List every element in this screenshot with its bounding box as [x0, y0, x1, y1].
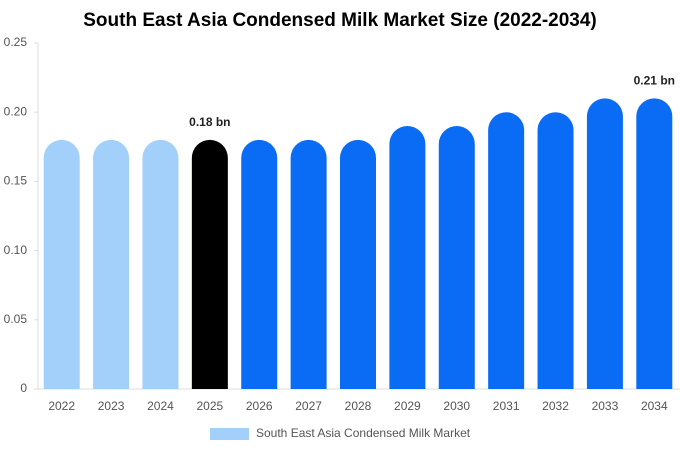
x-tick-label: 2033 — [592, 399, 619, 413]
x-tick-label: 2031 — [493, 399, 520, 413]
bar — [636, 98, 673, 390]
legend-swatch — [210, 428, 249, 440]
bar — [488, 112, 525, 389]
bar — [142, 139, 179, 389]
chart-title: South East Asia Condensed Milk Market Si… — [83, 10, 597, 31]
x-tick-label: 2028 — [345, 399, 372, 413]
y-tick-label: 0.05 — [4, 312, 28, 326]
x-tick-label: 2022 — [48, 399, 75, 413]
bar — [340, 139, 376, 389]
value-label: 0.18 bn — [189, 115, 230, 129]
y-tick-label: 0.20 — [4, 104, 28, 118]
bar — [438, 126, 475, 390]
bar — [389, 126, 426, 390]
x-tick-label: 2034 — [641, 399, 668, 413]
value-label: 0.21 bn — [634, 74, 675, 88]
y-tick-label: 0.25 — [4, 35, 28, 49]
y-tick-label: 0 — [20, 381, 27, 395]
bar — [241, 139, 278, 389]
bar — [93, 139, 130, 389]
bar — [191, 139, 228, 389]
bar — [43, 139, 80, 389]
bar — [290, 139, 327, 389]
y-tick-label: 0.10 — [4, 243, 28, 257]
x-tick-label: 2025 — [196, 399, 223, 413]
legend-label: South East Asia Condensed Milk Market — [256, 426, 471, 440]
y-tick-label: 0.15 — [4, 174, 28, 188]
x-tick-label: 2027 — [295, 399, 322, 413]
x-tick-label: 2029 — [394, 399, 421, 413]
x-tick-label: 2030 — [443, 399, 470, 413]
x-tick-label: 2026 — [246, 399, 273, 413]
bar — [586, 98, 623, 390]
x-tick-label: 2024 — [147, 399, 174, 413]
x-tick-label: 2032 — [542, 399, 569, 413]
bar — [537, 112, 574, 389]
x-tick-label: 2023 — [98, 399, 125, 413]
